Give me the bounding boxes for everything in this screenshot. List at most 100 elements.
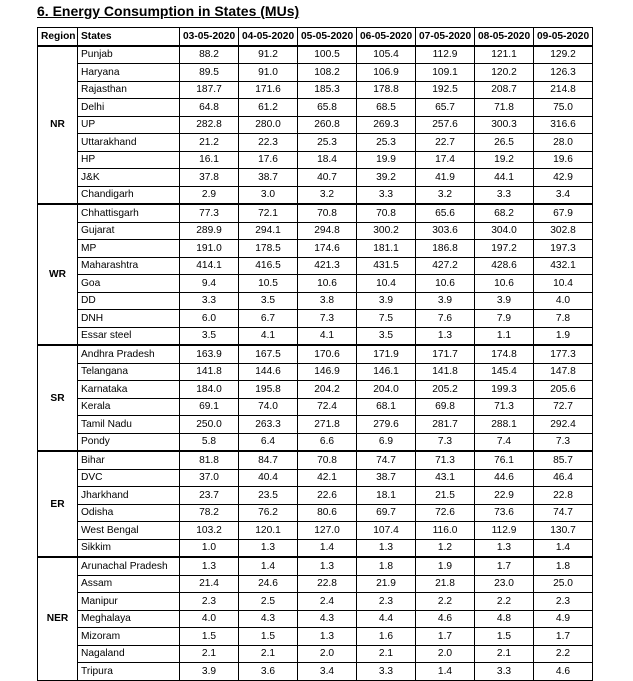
value-cell: 70.8: [297, 450, 357, 470]
value-cell: 22.8: [533, 486, 593, 505]
value-cell: 3.9: [474, 291, 534, 310]
state-name-cell: DD: [77, 291, 180, 310]
value-cell: 23.7: [179, 486, 239, 505]
value-cell: 3.2: [415, 185, 475, 205]
value-cell: 289.9: [179, 221, 239, 240]
table-row: ER Bihar 81.8 84.7 70.8 74.7 71.3 76.1 85.7: [37, 450, 593, 558]
state-name-cell: Assam: [77, 574, 180, 593]
value-cell: 178.5: [238, 239, 298, 258]
table-row: Nagaland 2.1 2.1 2.0 2.1 2.0 2.1 2.2: [38, 644, 593, 663]
value-cell: 6.9: [356, 432, 416, 452]
value-cell: 147.8: [533, 362, 593, 381]
region-cell: NER: [37, 556, 78, 681]
date-column-header: 06-05-2020: [356, 27, 416, 47]
value-cell: 72.4: [297, 397, 357, 416]
value-cell: 108.2: [297, 63, 357, 82]
table-row: Maharashtra 414.1 416.5 421.3 431.5 427.2 428.…: [38, 256, 593, 275]
value-cell: 130.7: [533, 521, 593, 540]
state-name-cell: West Bengal: [77, 521, 180, 540]
value-cell: 1.1: [474, 326, 534, 346]
value-cell: 25.3: [297, 133, 357, 152]
state-name-cell: Jharkhand: [77, 486, 180, 505]
table-row: NR Punjab 88.2 91.2 100.5 105.4 112.9 121.1 129.…: [37, 44, 593, 205]
value-cell: 10.6: [297, 274, 357, 293]
value-cell: 192.5: [415, 80, 475, 99]
value-cell: 2.0: [297, 644, 357, 663]
value-cell: 10.4: [533, 274, 593, 293]
value-cell: 6.6: [297, 432, 357, 452]
value-cell: 67.9: [533, 203, 593, 223]
value-cell: 21.9: [356, 574, 416, 593]
state-name-cell: Mizoram: [77, 627, 180, 646]
value-cell: 103.2: [179, 521, 239, 540]
value-cell: 3.3: [474, 185, 534, 205]
value-cell: 75.0: [533, 98, 593, 117]
value-cell: 163.9: [179, 344, 239, 364]
value-cell: 22.9: [474, 486, 534, 505]
value-cell: 69.7: [356, 503, 416, 522]
value-cell: 85.7: [533, 450, 593, 470]
value-cell: 178.8: [356, 80, 416, 99]
value-cell: 414.1: [179, 256, 239, 275]
value-cell: 171.6: [238, 80, 298, 99]
table-row: Meghalaya 4.0 4.3 4.3 4.4 4.6 4.8 4.9: [38, 609, 593, 628]
value-cell: 263.3: [238, 415, 298, 434]
value-cell: 19.2: [474, 150, 534, 169]
region-cell: SR: [37, 344, 78, 452]
table-row: Goa 9.4 10.5 10.6 10.4 10.6 10.6 10.4: [38, 274, 593, 293]
value-cell: 120.2: [474, 63, 534, 82]
table-row: DD 3.3 3.5 3.8 3.9 3.9 3.9 4.0: [38, 291, 593, 310]
value-cell: 4.1: [238, 326, 298, 346]
value-cell: 141.8: [179, 362, 239, 381]
value-cell: 204.2: [297, 380, 357, 399]
value-cell: 184.0: [179, 380, 239, 399]
value-cell: 1.7: [415, 627, 475, 646]
value-cell: 3.5: [238, 291, 298, 310]
value-cell: 177.3: [533, 344, 593, 364]
value-cell: 21.2: [179, 133, 239, 152]
state-name-cell: Telangana: [77, 362, 180, 381]
value-cell: 42.1: [297, 468, 357, 487]
value-cell: 43.1: [415, 468, 475, 487]
region-cell: WR: [37, 203, 78, 346]
value-cell: 197.2: [474, 239, 534, 258]
value-cell: 23.5: [238, 486, 298, 505]
table-row: DVC 37.0 40.4 42.1 38.7 43.1 44.6 46.4: [38, 468, 593, 487]
value-cell: 24.6: [238, 574, 298, 593]
region-cell: NR: [37, 44, 78, 205]
value-cell: 2.1: [238, 644, 298, 663]
value-cell: 74.7: [356, 450, 416, 470]
value-cell: 300.3: [474, 115, 534, 134]
state-name-cell: Bihar: [77, 450, 180, 470]
value-cell: 292.4: [533, 415, 593, 434]
value-cell: 302.8: [533, 221, 593, 240]
table-row: J&K 37.8 38.7 40.7 39.2 41.9 44.1 42.9: [38, 168, 593, 187]
value-cell: 39.2: [356, 168, 416, 187]
value-cell: 3.5: [356, 326, 416, 346]
region-column-header: Region: [37, 27, 78, 47]
value-cell: 167.5: [238, 344, 298, 364]
value-cell: 181.1: [356, 239, 416, 258]
state-name-cell: Tamil Nadu: [77, 415, 180, 434]
value-cell: 421.3: [297, 256, 357, 275]
value-cell: 2.3: [179, 592, 239, 611]
date-column-header: 09-05-2020: [533, 27, 593, 47]
value-cell: 74.0: [238, 397, 298, 416]
value-cell: 3.4: [297, 662, 357, 681]
value-cell: 21.4: [179, 574, 239, 593]
value-cell: 78.2: [179, 503, 239, 522]
value-cell: 187.7: [179, 80, 239, 99]
state-name-cell: Maharashtra: [77, 256, 180, 275]
value-cell: 2.5: [238, 592, 298, 611]
state-name-cell: DVC: [77, 468, 180, 487]
value-cell: 2.0: [415, 644, 475, 663]
value-cell: 1.0: [179, 538, 239, 558]
value-cell: 17.6: [238, 150, 298, 169]
table-row: Mizoram 1.5 1.5 1.3 1.6 1.7 1.5 1.7: [38, 627, 593, 646]
value-cell: 68.2: [474, 203, 534, 223]
value-cell: 208.7: [474, 80, 534, 99]
state-name-cell: Nagaland: [77, 644, 180, 663]
value-cell: 6.7: [238, 309, 298, 328]
state-name-cell: Tripura: [77, 662, 180, 681]
value-cell: 22.6: [297, 486, 357, 505]
